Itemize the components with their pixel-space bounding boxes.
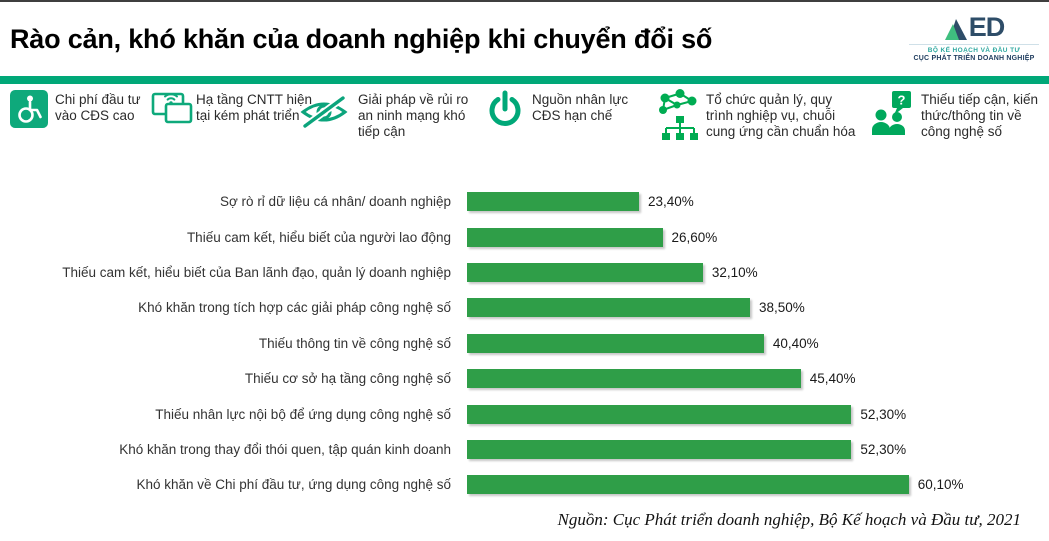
icon-legend: Chi phí đầu tư vào CĐS cao Hạ tầng CNTT h… bbox=[0, 84, 1049, 184]
bar-row: Thiếu cam kết, hiểu biết của Ban lãnh đạ… bbox=[0, 255, 1049, 290]
bar-value-label: 60,10% bbox=[917, 477, 964, 493]
bar-value-label: 52,30% bbox=[860, 441, 907, 457]
aed-wordmark: ED bbox=[968, 12, 1006, 43]
bar-row: Khó khăn trong thay đổi thói quen, tập q… bbox=[0, 432, 1049, 467]
logo-ministry-label: BỘ KẾ HOẠCH VÀ ĐẦU TƯ bbox=[927, 47, 1021, 54]
bar-value-label: 23,40% bbox=[648, 194, 694, 210]
bar-row: Thiếu cam kết, hiểu biết của người lao đ… bbox=[0, 219, 1049, 254]
network-orgchart-icon bbox=[655, 88, 703, 146]
legend-item-label: Giải pháp về rủi ro an ninh mạng khó tiế… bbox=[358, 92, 469, 140]
legend-item-label: Chi phí đầu tư vào CĐS cao bbox=[55, 92, 141, 124]
bar bbox=[467, 475, 909, 495]
header: Rào cản, khó khăn của doanh nghiệp khi c… bbox=[0, 2, 1049, 76]
legend-item-label: Thiếu tiếp cận, kiến thức/thông tin về c… bbox=[921, 92, 1039, 140]
aed-logo-mark: ED bbox=[909, 7, 1039, 41]
bar-category-label: Khó khăn trong tích hợp các giải pháp cô… bbox=[138, 300, 451, 316]
bar bbox=[467, 404, 852, 424]
bar-row: Thiếu nhân lực nội bộ để ứng dụng công n… bbox=[0, 396, 1049, 431]
bar bbox=[467, 333, 764, 353]
eye-slash-icon bbox=[298, 94, 350, 130]
svg-text:?: ? bbox=[898, 93, 906, 108]
bar-row: Thiếu cơ sở hạ tầng công nghệ số 45,40% bbox=[0, 361, 1049, 396]
bar-value-label: 40,40% bbox=[772, 335, 819, 351]
legend-item-label: Hạ tầng CNTT hiện tại kém phát triển bbox=[196, 92, 313, 124]
source-note: Nguồn: Cục Phát triển doanh nghiệp, Bộ K… bbox=[557, 509, 1022, 529]
screens-wifi-icon bbox=[150, 89, 194, 129]
bar-category-label: Khó khăn về Chi phí đầu tư, ứng dụng côn… bbox=[136, 477, 451, 493]
bar bbox=[467, 298, 750, 318]
bar-chart: Sợ rò rỉ dữ liệu cá nhân/ doanh nghiệp 23… bbox=[0, 184, 1049, 503]
bar-category-label: Thiếu cơ sở hạ tầng công nghệ số bbox=[244, 371, 451, 387]
bar-category-label: Sợ rò rỉ dữ liệu cá nhân/ doanh nghiệp bbox=[219, 194, 451, 210]
bar bbox=[467, 227, 663, 247]
aed-logo: ED BỘ KẾ HOẠCH VÀ ĐẦU TƯ CỤC PHÁT TRIỂN … bbox=[909, 7, 1039, 62]
bar-category-label: Khó khăn trong thay đổi thói quen, tập q… bbox=[119, 441, 451, 457]
green-divider-bar bbox=[0, 76, 1049, 84]
bar-row: Khó khăn về Chi phí đầu tư, ứng dụng côn… bbox=[0, 467, 1049, 502]
bar-category-label: Thiếu thông tin về công nghệ số bbox=[258, 335, 451, 351]
bar-category-label: Thiếu cam kết, hiểu biết của người lao đ… bbox=[186, 229, 451, 245]
aed-logo-text: BỘ KẾ HOẠCH VÀ ĐẦU TƯ CỤC PHÁT TRIỂN DOA… bbox=[909, 44, 1039, 62]
bar-value-label: 52,30% bbox=[860, 406, 907, 422]
logo-agency-label: CỤC PHÁT TRIỂN DOANH NGHIỆP bbox=[913, 55, 1035, 62]
bar bbox=[467, 369, 801, 389]
people-question-icon: ? bbox=[870, 89, 916, 137]
aed-triangle-icon bbox=[944, 19, 967, 40]
bar bbox=[467, 439, 852, 459]
bar-row: Sợ rò rỉ dữ liệu cá nhân/ doanh nghiệp 23… bbox=[0, 184, 1049, 219]
bar bbox=[467, 192, 639, 212]
legend-item-label: Tổ chức quản lý, quy trình nghiệp vụ, ch… bbox=[706, 92, 856, 140]
top-border-line bbox=[0, 0, 1049, 2]
bar-row: Thiếu thông tin về công nghệ số 40,40% bbox=[0, 326, 1049, 361]
bar-value-label: 45,40% bbox=[809, 371, 856, 387]
bar-category-label: Thiếu nhân lực nội bộ để ứng dụng công n… bbox=[155, 406, 451, 422]
bar-row: Khó khăn trong tích hợp các giải pháp cô… bbox=[0, 290, 1049, 325]
bar-category-label: Thiếu cam kết, hiểu biết của Ban lãnh đạ… bbox=[62, 264, 451, 280]
bar-value-label: 32,10% bbox=[711, 264, 758, 280]
bar-value-label: 26,60% bbox=[671, 229, 718, 245]
bar-value-label: 38,50% bbox=[759, 300, 805, 316]
power-icon bbox=[487, 90, 523, 130]
wheelchair-icon bbox=[10, 90, 48, 128]
page-title: Rào cản, khó khăn của doanh nghiệp khi c… bbox=[10, 24, 713, 54]
bar bbox=[467, 262, 703, 282]
legend-item-label: Nguồn nhân lực CĐS hạn chế bbox=[532, 92, 629, 124]
